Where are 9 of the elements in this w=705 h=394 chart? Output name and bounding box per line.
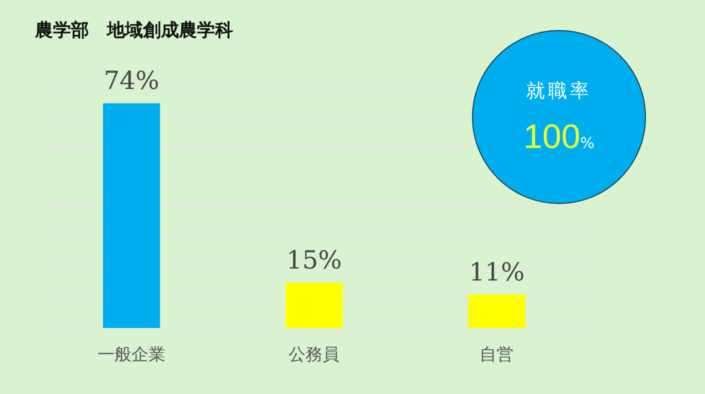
x-tick-label: 自営	[480, 345, 514, 366]
data-label: 11%	[469, 258, 525, 287]
x-tick-label: 一般企業	[97, 345, 166, 366]
data-label: 74%	[104, 66, 160, 96]
x-tick-label: 公務員	[288, 345, 340, 366]
annotation: 就職率	[525, 79, 593, 104]
data-label: 15%	[286, 245, 342, 274]
annotation: 100%	[524, 118, 594, 156]
chart-title: 農学部 地域創成農学科	[35, 19, 233, 42]
